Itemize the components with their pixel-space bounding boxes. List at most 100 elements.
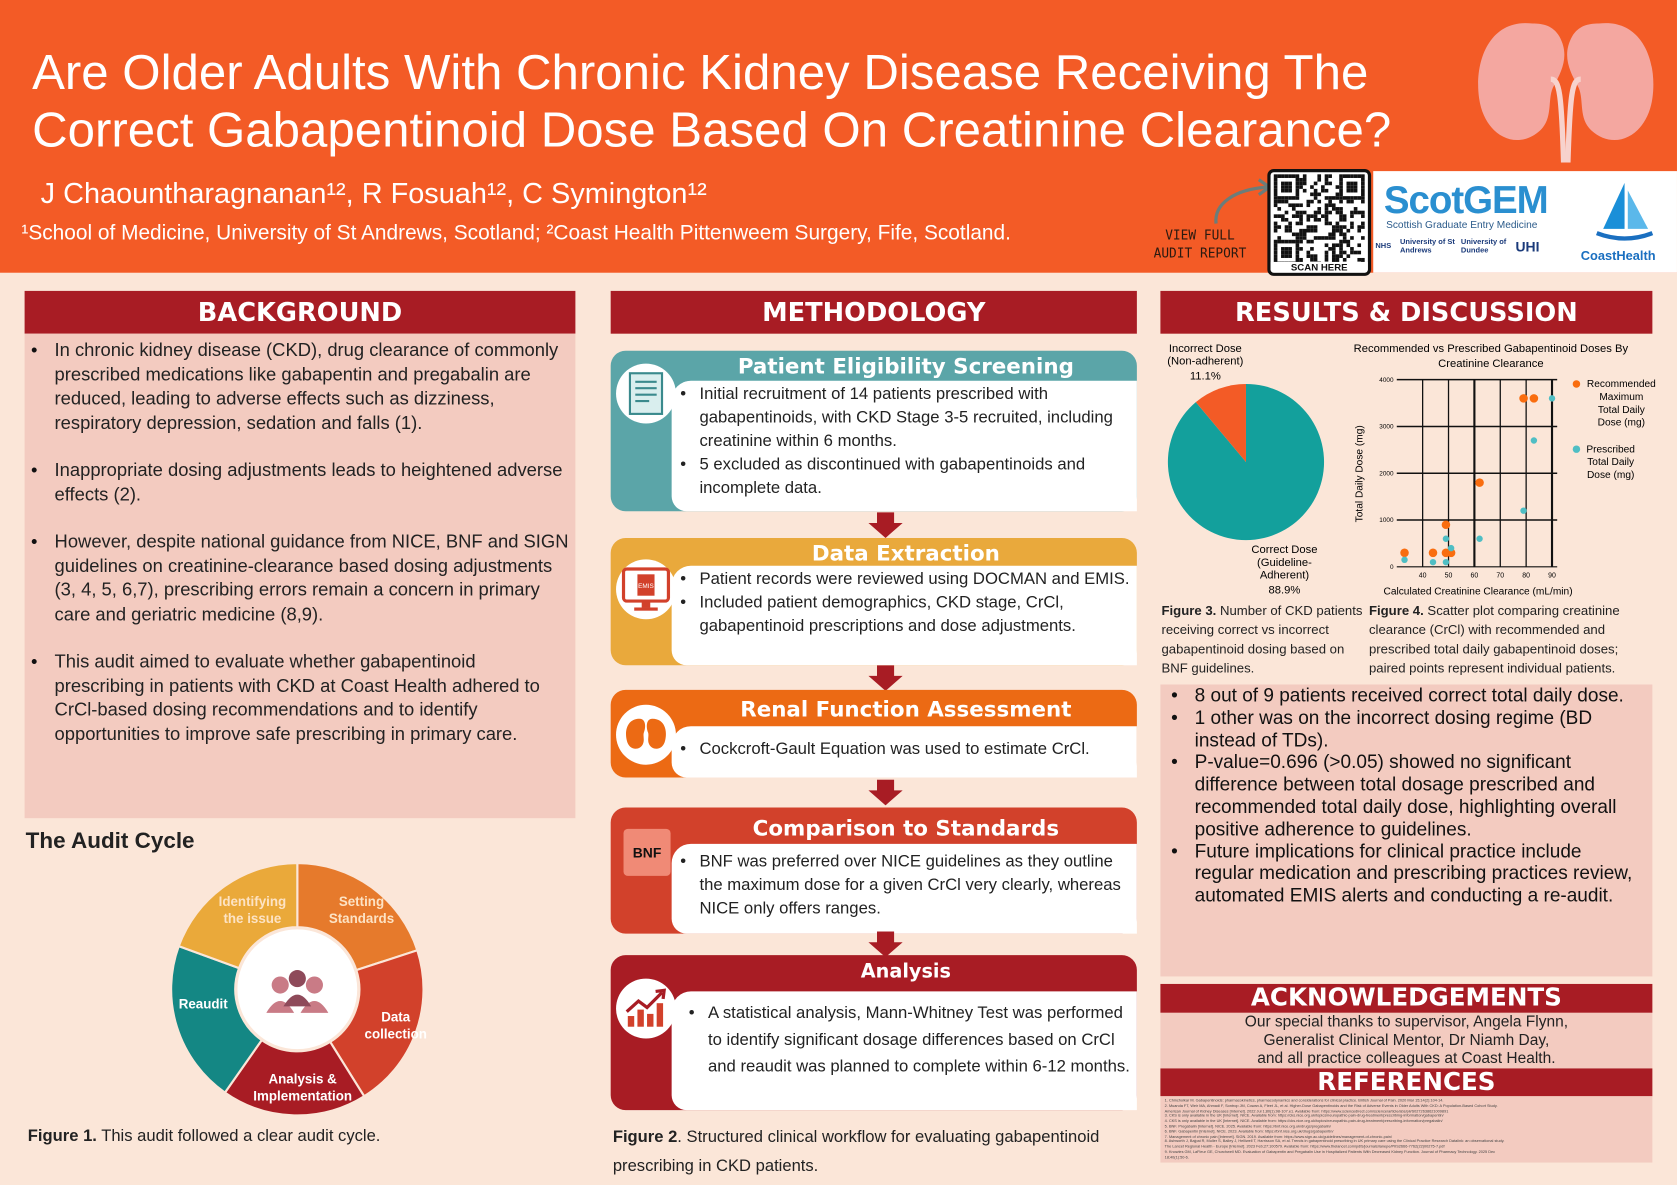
qr-module bbox=[1281, 188, 1285, 193]
recommended-dose-point bbox=[1519, 394, 1528, 403]
qr-module bbox=[1295, 221, 1300, 226]
qr-module bbox=[1324, 217, 1329, 222]
qr-module bbox=[1299, 247, 1303, 251]
qr-module bbox=[1357, 225, 1362, 229]
reference-item: 3. CKS is only available in the UK [Inte… bbox=[1164, 1113, 1444, 1119]
qr-module bbox=[1295, 236, 1300, 240]
qr-module bbox=[1353, 185, 1358, 189]
audit-cycle-title: The Audit Cycle bbox=[25, 828, 195, 854]
prescribed-dose-point bbox=[1401, 556, 1408, 564]
header-banner: Are Older Adults With Chronic Kidney Dis… bbox=[0, 0, 1677, 276]
step-title: Comparison to Standards bbox=[752, 814, 1060, 841]
audit-cycle-label: the issue bbox=[223, 911, 281, 926]
qr-module bbox=[1339, 214, 1343, 218]
qr-module bbox=[1324, 250, 1329, 255]
qr-module bbox=[1295, 177, 1300, 182]
audit-cycle-label: collection bbox=[365, 1026, 427, 1041]
qr-module bbox=[1346, 185, 1351, 189]
qr-module bbox=[1277, 199, 1282, 204]
qr-module bbox=[1339, 181, 1343, 186]
bnf-icon-text: BNF bbox=[632, 844, 662, 861]
qr-module bbox=[1310, 192, 1314, 197]
qr-module bbox=[1284, 250, 1289, 255]
qr-module bbox=[1328, 196, 1332, 200]
method-step-comparison: Comparison to Standards BNF was preferre… bbox=[610, 807, 1137, 934]
x-tick-label: 50 bbox=[1445, 573, 1453, 580]
qr-module bbox=[1295, 250, 1300, 255]
qr-module bbox=[1331, 247, 1336, 251]
chart-title: Recommended vs Prescribed Gabapentinoid … bbox=[1354, 343, 1629, 355]
qr-module bbox=[1339, 177, 1343, 182]
qr-module bbox=[1328, 174, 1332, 178]
qr-module bbox=[1342, 236, 1347, 240]
legend-label: Dose (mg) bbox=[1598, 418, 1645, 429]
step-bullet: Cockcroft-Gault Equation was used to est… bbox=[680, 738, 1130, 762]
logo-panel: ScotGEM Scottish Graduate Entry Medicine… bbox=[1373, 171, 1677, 273]
qr-module bbox=[1295, 210, 1300, 215]
qr-module bbox=[1288, 185, 1292, 189]
qr-module bbox=[1295, 247, 1300, 251]
qr-module bbox=[1357, 196, 1362, 200]
qr-module bbox=[1335, 196, 1340, 200]
y-axis-label: Total Daily Dose (mg) bbox=[1355, 425, 1366, 522]
qr-module bbox=[1328, 236, 1332, 240]
qr-module bbox=[1306, 203, 1311, 208]
qr-module bbox=[1353, 210, 1358, 215]
legend-label: Prescribed bbox=[1586, 444, 1635, 455]
x-tick-label: 40 bbox=[1419, 573, 1427, 580]
qr-module bbox=[1288, 250, 1292, 255]
results-panel: 8 out of 9 patients received correct tot… bbox=[1160, 684, 1653, 977]
qr-module bbox=[1313, 228, 1318, 233]
qr-module bbox=[1295, 243, 1300, 248]
qr-code[interactable]: SCAN HERE bbox=[1267, 168, 1372, 276]
qr-module bbox=[1273, 192, 1278, 197]
qr-module bbox=[1324, 221, 1329, 226]
prescribed-dose-point bbox=[1530, 437, 1538, 444]
qr-module bbox=[1273, 203, 1278, 208]
qr-code-pattern bbox=[1273, 174, 1365, 266]
qr-module bbox=[1339, 254, 1343, 258]
qr-module bbox=[1339, 196, 1343, 200]
y-tick-label: 0 bbox=[1390, 564, 1394, 571]
figure3-caption: Figure 3. Number of CKD patients receivi… bbox=[1161, 601, 1362, 678]
qr-module bbox=[1331, 257, 1336, 262]
results-bullet: P-value=0.696 (>0.05) showed no signific… bbox=[1171, 751, 1638, 840]
qr-module bbox=[1353, 181, 1358, 186]
recommended-dose-point bbox=[1400, 548, 1409, 558]
qr-module bbox=[1288, 247, 1292, 251]
qr-module bbox=[1295, 239, 1300, 244]
qr-module bbox=[1342, 214, 1347, 218]
qr-module bbox=[1313, 236, 1318, 240]
pie-value-incorrect: 11.1% bbox=[1190, 371, 1221, 383]
qr-module bbox=[1288, 239, 1292, 244]
audit-cycle-segment bbox=[170, 944, 264, 1095]
qr-module bbox=[1339, 207, 1343, 211]
qr-module bbox=[1291, 207, 1296, 211]
caption-text: This audit followed a clear audit cycle. bbox=[96, 1127, 381, 1146]
qr-module bbox=[1350, 188, 1354, 193]
step-bullet: BNF was preferred over NICE guidelines a… bbox=[680, 850, 1130, 921]
qr-module bbox=[1299, 257, 1303, 262]
audit-cycle-label: Analysis & bbox=[269, 1071, 338, 1086]
recommended-dose-point bbox=[1441, 520, 1451, 530]
qr-module bbox=[1273, 254, 1278, 258]
qr-module bbox=[1331, 196, 1336, 200]
qr-module bbox=[1346, 243, 1351, 248]
qr-module bbox=[1335, 210, 1340, 215]
background-bullet: However, despite national guidance from … bbox=[31, 529, 569, 625]
qr-module bbox=[1357, 243, 1362, 248]
results-heading: RESULTS & DISCUSSION bbox=[1160, 290, 1653, 334]
poster-title: Are Older Adults With Chronic Kidney Dis… bbox=[32, 43, 1487, 159]
legend-label: Maximum bbox=[1599, 392, 1643, 403]
qr-module bbox=[1284, 181, 1289, 186]
qr-module bbox=[1310, 257, 1314, 262]
coast-health-logo: CoastHealth bbox=[1580, 248, 1656, 264]
qr-module bbox=[1273, 214, 1278, 218]
qr-module bbox=[1295, 185, 1300, 189]
down-arrow-icon bbox=[868, 931, 903, 958]
qr-module bbox=[1313, 217, 1318, 222]
chart-title: Creatinine Clearance bbox=[1438, 358, 1543, 370]
qr-module bbox=[1273, 188, 1278, 193]
qr-module bbox=[1361, 257, 1365, 262]
